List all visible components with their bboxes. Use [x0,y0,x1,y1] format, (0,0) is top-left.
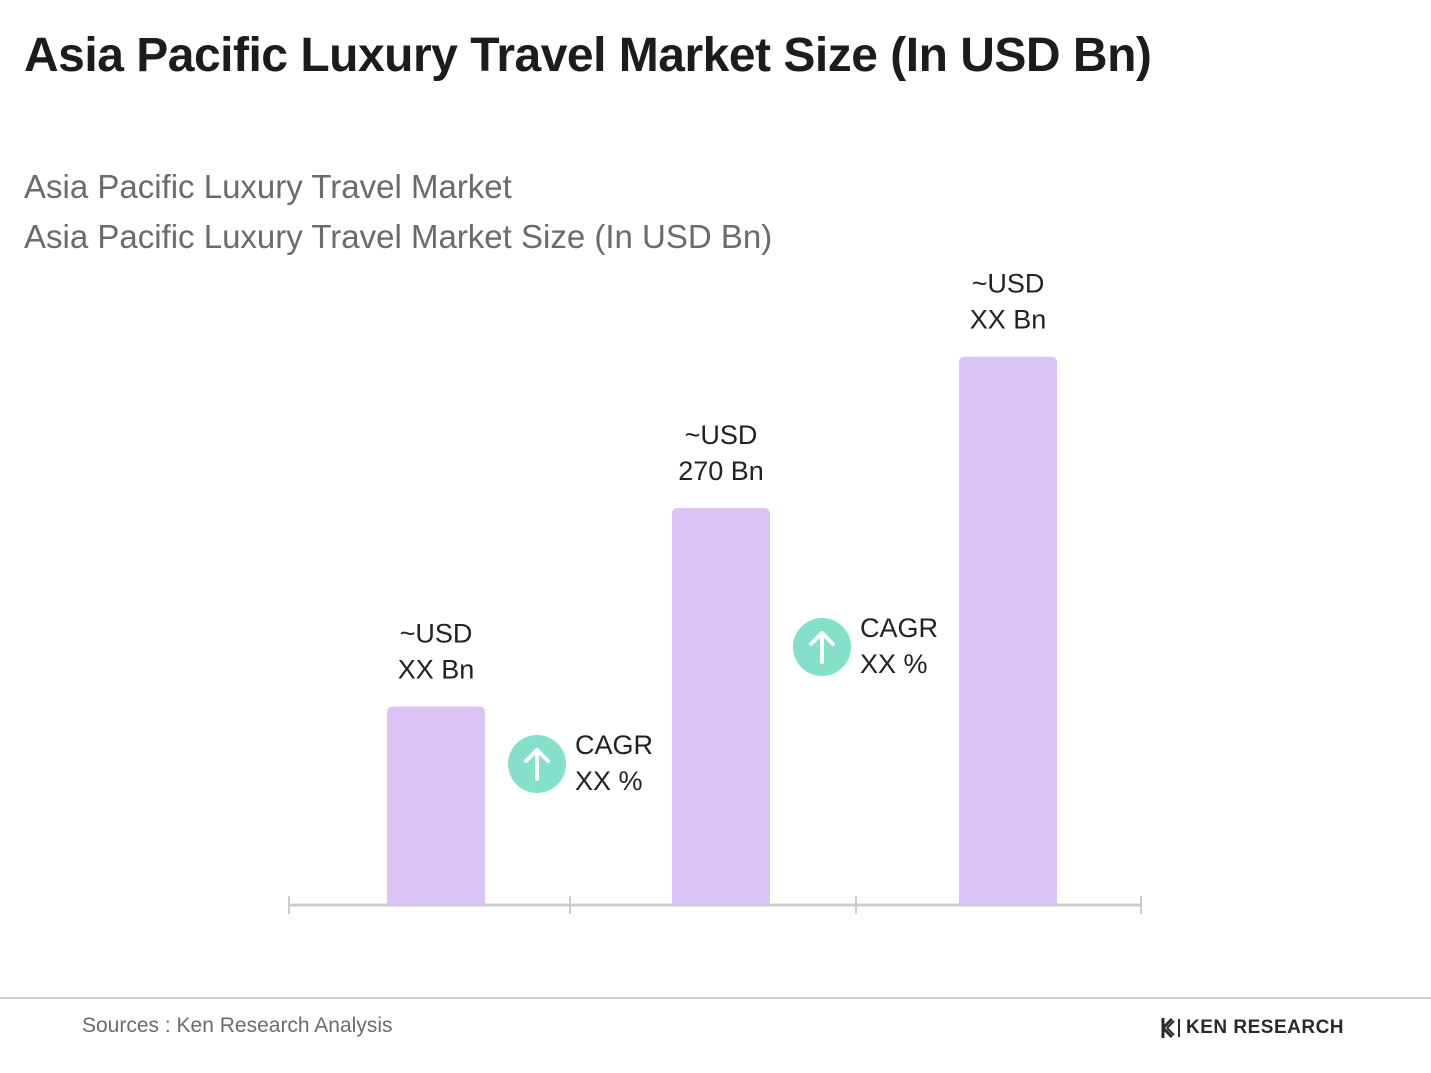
bar-1 [672,507,770,905]
bar-value-label-0-line-0: ~USD [400,618,473,648]
footer-divider [0,997,1431,999]
ken-research-logo-text: KEN RESEARCH [1186,1017,1345,1038]
cagr-label-1-line-0: CAGR [860,613,938,643]
source-note: Sources : Ken Research Analysis [82,1014,393,1037]
chart-subtitle-market: Asia Pacific Luxury Travel Market [24,168,512,205]
ken-research-logo-icon [1161,1017,1180,1039]
bar-value-label-2-line-0: ~USD [972,269,1045,299]
chart-title: Asia Pacific Luxury Travel Market Size (… [24,29,1152,82]
bar-value-label-1-line-1: 270 Bn [678,456,764,486]
ken-research-logo: KEN RESEARCH [1160,1016,1344,1040]
bar-value-label-1-line-0: ~USD [685,420,758,450]
cagr-label-0-line-0: CAGR [575,730,653,760]
bar-value-label-0-line-1: XX Bn [398,654,475,684]
bar-value-label-2-line-1: XX Bn [970,305,1047,335]
bar-2 [959,356,1057,905]
cagr-label-1-line-1: XX % [860,649,928,679]
bar-0 [387,706,485,905]
chart-subtitle-size: Asia Pacific Luxury Travel Market Size (… [24,218,773,255]
cagr-arrow-up-icon-1 [809,631,835,664]
cagr-arrow-up-icon-0 [524,748,550,781]
bar-chart: ~USD XX Bn ~USD 270 Bn ~USD XX Bn CAGR XX % CAGR… [288,269,1142,914]
cagr-label-0-line-1: XX % [575,766,643,796]
